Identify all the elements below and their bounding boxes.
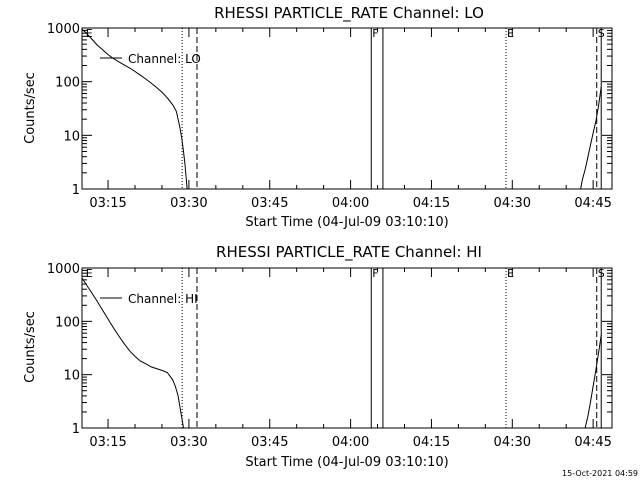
y-tick-label: 100 xyxy=(55,76,80,91)
y-tick-label: 1 xyxy=(72,183,80,198)
y-tick-labels: 1 10 100 1000 xyxy=(47,262,80,437)
x-tick-label: 03:45 xyxy=(251,435,288,450)
y-tick-label: 10 xyxy=(63,369,80,384)
event-marker-label: E xyxy=(507,27,514,40)
y-tick-label: 1000 xyxy=(47,262,80,277)
x-tick-label: 04:30 xyxy=(494,196,531,211)
plot-area xyxy=(81,267,613,429)
x-tick-label: 04:00 xyxy=(332,435,369,450)
event-marker-label: E xyxy=(507,267,514,280)
plot-frame xyxy=(81,27,613,190)
x-tick-labels: 03:15 03:30 03:45 04:00 04:15 04:30 04:45 xyxy=(89,196,612,211)
x-tick-label: 03:15 xyxy=(89,435,126,450)
chart-panel-hi: RHESSI PARTICLE_RATE Channel: HI Counts/… xyxy=(23,243,613,470)
x-tick-labels: 03:15 03:30 03:45 04:00 04:15 04:30 04:45 xyxy=(89,435,612,450)
time-markers: EFES xyxy=(86,267,605,428)
x-tick-label: 03:45 xyxy=(251,196,288,211)
generation-timestamp: 15-Oct-2021 04:59 xyxy=(562,469,638,478)
series-line xyxy=(584,335,602,429)
legend-label: Channel: LO xyxy=(128,52,201,66)
x-tick-label: 04:30 xyxy=(494,435,531,450)
event-marker-label: F xyxy=(372,267,378,280)
x-axis-label: Start Time (04-Jul-09 03:10:10) xyxy=(245,215,448,230)
time-markers: EFES xyxy=(86,27,605,189)
event-marker-label: E xyxy=(86,267,93,280)
y-tick-labels: 1 10 100 1000 xyxy=(47,22,80,198)
y-axis-label: Counts/sec xyxy=(23,72,38,144)
y-tick-label: 1 xyxy=(72,422,80,437)
x-tick-label: 04:15 xyxy=(413,196,450,211)
x-tick-label: 04:15 xyxy=(413,435,450,450)
legend-label: Channel: HI xyxy=(128,292,198,306)
plot-area xyxy=(81,27,613,190)
chart-title: RHESSI PARTICLE_RATE Channel: LO xyxy=(214,4,484,23)
y-tick-label: 10 xyxy=(63,129,80,144)
x-tick-label: 04:00 xyxy=(332,196,369,211)
plot-frame xyxy=(81,267,613,429)
event-marker-label: F xyxy=(372,27,378,40)
x-tick-label: 03:15 xyxy=(89,196,126,211)
y-tick-label: 100 xyxy=(55,315,80,330)
x-tick-label: 03:30 xyxy=(170,435,207,450)
x-tick-label: 04:45 xyxy=(574,435,611,450)
x-tick-label: 04:45 xyxy=(574,196,611,211)
series-line xyxy=(81,28,188,190)
y-tick-label: 1000 xyxy=(47,22,80,37)
series-line xyxy=(580,86,602,190)
y-axis-label: Counts/sec xyxy=(23,311,38,383)
series-line xyxy=(81,277,184,429)
event-marker-label: E xyxy=(86,27,93,40)
x-axis-label: Start Time (04-Jul-09 03:10:10) xyxy=(245,455,448,470)
x-tick-label: 03:30 xyxy=(170,196,207,211)
chart-title: RHESSI PARTICLE_RATE Channel: HI xyxy=(216,243,482,262)
chart-panel-lo: RHESSI PARTICLE_RATE Channel: LO Counts/… xyxy=(23,4,613,230)
